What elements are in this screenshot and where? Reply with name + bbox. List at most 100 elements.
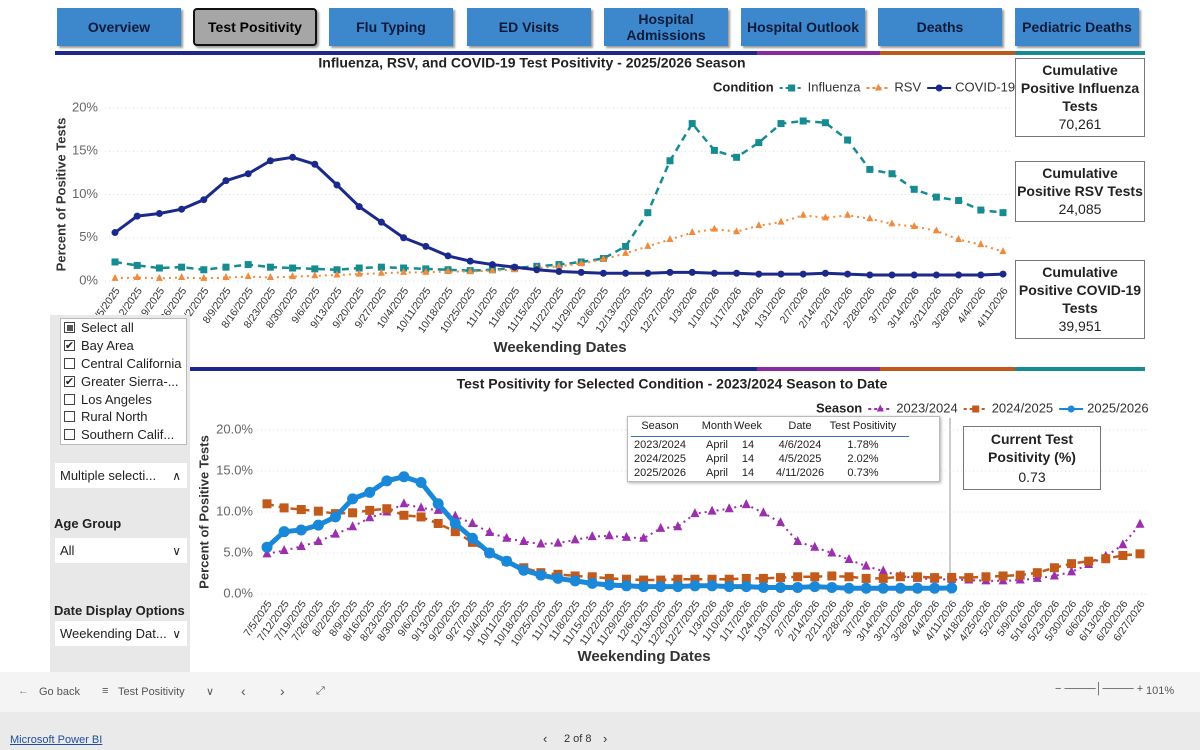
marker [1118,539,1128,549]
tab[interactable]: Flu Typing [329,8,453,46]
marker [333,181,341,189]
marker [569,575,581,587]
tooltip-row: 2023/2024 April 14 4/6/2024 1.78% [628,439,939,453]
marker [111,229,119,237]
marker [999,270,1007,278]
marker [622,269,630,277]
y-tick-label: 20% [72,99,98,114]
marker [740,581,752,593]
slicer-item[interactable]: ✔ Bay Area [61,337,186,355]
slicer-item[interactable]: Los Angeles [61,390,186,408]
marker [466,257,474,265]
slicer-item[interactable]: Central California [61,355,186,373]
slicer-item[interactable]: Select all [61,319,186,337]
marker [133,212,141,220]
y-tick-label: 15.0% [216,462,253,477]
marker [400,234,408,242]
marker [821,119,829,127]
slicer-item[interactable]: Rural North [61,408,186,426]
dropdown[interactable]: Multiple selecti... ∧ [55,463,187,488]
marker [262,499,272,509]
tooltip-cell: 2024/2025 [634,453,686,465]
marker [776,517,786,527]
marker [295,524,307,536]
marker [415,476,427,488]
marker [955,197,963,205]
marker [826,581,838,593]
marker [955,234,963,242]
marker [912,572,922,582]
dropdown[interactable]: All ∨ [55,538,187,563]
prev-page[interactable]: ‹ [543,731,548,746]
chevron: ∨ [172,543,181,558]
marker [910,222,918,230]
marker [690,574,700,584]
marker [844,572,854,582]
tab[interactable]: Test Positivity [193,8,317,46]
legend-label: 2024/2025 [992,400,1053,415]
marker [266,157,274,165]
slicer-item[interactable]: Southern Calif... [61,426,186,444]
tab[interactable]: Deaths [878,8,1002,46]
marker [999,247,1007,255]
marker [776,573,786,583]
legend-label: COVID-19 [955,79,1015,94]
tooltip-cell: Season [641,420,679,432]
series-line [266,502,1141,582]
tab[interactable]: Hospital Admissions [604,8,728,46]
dropdown[interactable]: Weekending Dat... ∨ [55,621,187,646]
tab[interactable]: Pediatric Deaths [1015,8,1139,46]
menu-icon[interactable]: ≡ [102,685,109,697]
tooltip-cell: 4/6/2024 [778,439,822,451]
brand-link[interactable]: Microsoft Power BI [10,734,103,746]
marker [888,271,896,279]
marker [622,242,630,250]
charts: Influenza, RSV, and COVID-19 Test Positi… [53,51,1149,665]
fullscreen-button[interactable]: ⤢ [316,685,325,697]
marker [200,266,208,274]
marker [688,120,696,128]
checkbox: ✔ [64,340,75,353]
marker [844,136,852,144]
tab[interactable]: Hospital Outlook [741,8,865,46]
marker [111,273,119,281]
marker [655,581,667,593]
accent-bar [880,51,1015,55]
chart-title: Influenza, RSV, and COVID-19 Test Positi… [318,55,745,71]
slicer-label: Bay Area [81,338,134,354]
marker [935,84,943,92]
marker [894,582,906,594]
marker [488,266,496,274]
prev-button[interactable]: ‹ [241,683,246,699]
zoom-slider[interactable]: − ────│──── + [1055,683,1144,695]
marker [416,502,426,512]
slicer-item[interactable]: ✔ Greater Sierra-... [61,372,186,390]
marker [485,527,495,536]
card-value: 39,951 [1058,318,1102,334]
marker [673,521,683,531]
tab[interactable]: ED Visits [467,8,591,46]
marker [910,185,918,193]
marker [666,157,674,165]
back-arrow[interactable]: ← [18,685,29,697]
dropdown-value: All [60,543,75,558]
marker [348,521,358,531]
marker [311,271,319,279]
marker [689,580,701,592]
marker [178,205,186,213]
marker [977,206,985,214]
marker [570,534,580,544]
next-page[interactable]: › [603,731,608,746]
marker [932,193,940,201]
chevron[interactable]: ∨ [206,686,215,698]
slicer-label: Central California [81,355,182,371]
marker [888,170,896,178]
tab[interactable]: Overview [57,8,181,46]
region-slicer[interactable]: Select all ✔ Bay Area Central California ✔ Gr… [60,318,187,445]
chart-title: Test Positivity for Selected Condition -… [457,376,888,392]
page-select[interactable]: Test Positivity [118,686,185,698]
next-button[interactable]: › [280,683,285,699]
marker [1032,572,1042,582]
marker [724,503,734,513]
back-button[interactable]: Go back [39,686,80,698]
